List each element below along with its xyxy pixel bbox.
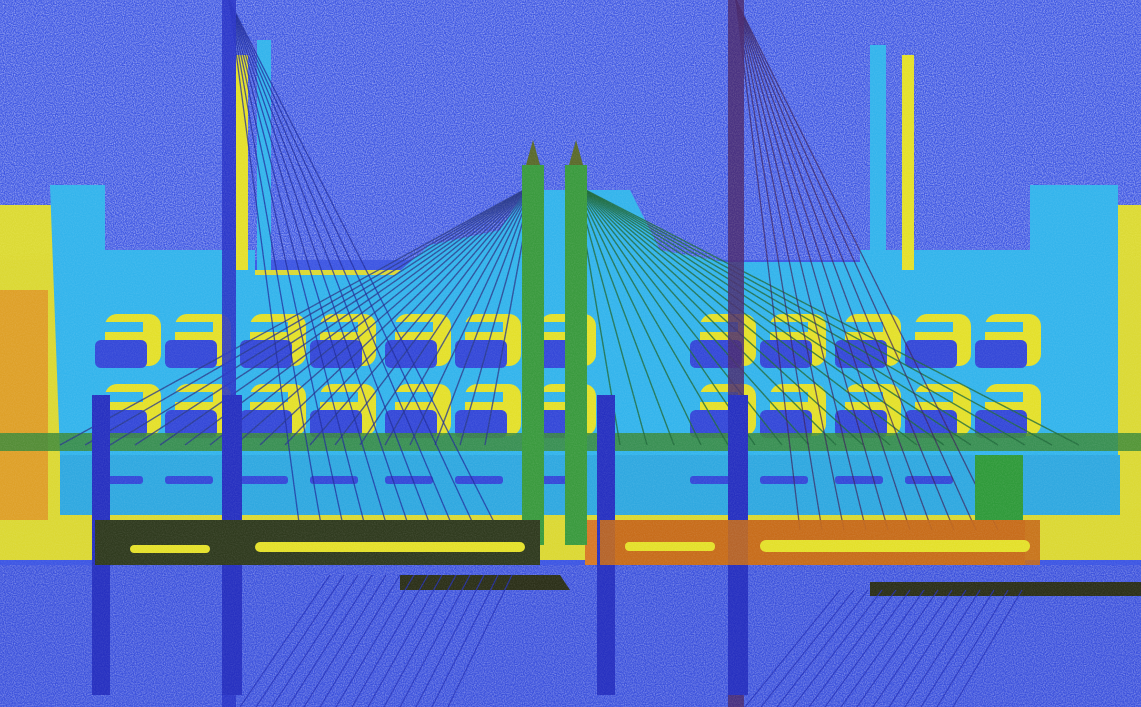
grain-overlay	[0, 0, 1141, 707]
artwork-canvas	[0, 0, 1141, 707]
bridge-building-illustration	[0, 0, 1141, 707]
